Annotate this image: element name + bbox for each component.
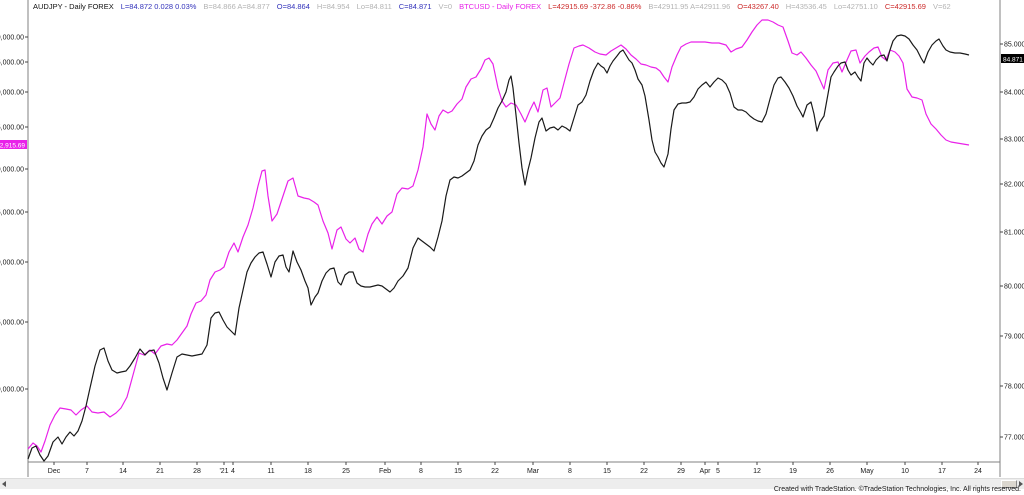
header-segment-11: O=43267.40 (737, 2, 779, 11)
scroll-right-icon[interactable] (1019, 481, 1023, 487)
header-segment-5: Lo=84.811 (356, 2, 392, 11)
header-segment-1: L=84.872 0.028 0.03% (120, 2, 197, 11)
x-axis-tick-label: 11 (267, 468, 274, 475)
x-axis-tick-label: Dec (48, 468, 61, 475)
audjpy-price-badge-label: 84.871 (1003, 57, 1023, 64)
btcusd-price-badge-label: 42,915.69 (0, 143, 25, 150)
header-segment-6: C=84.871 (398, 2, 432, 11)
right-axis-tick-label: 81.000 (1004, 230, 1024, 237)
header-segment-7: V=0 (438, 2, 453, 11)
header-segment-3: O=84.864 (276, 2, 310, 11)
x-axis-tick-label: 8 (568, 468, 572, 475)
x-axis-tick-label: 15 (454, 468, 462, 475)
x-axis-tick-label: Mar (527, 468, 540, 475)
right-axis-tick-label: 77.000 (1004, 435, 1024, 442)
symbol-header: AUDJPY - Daily FOREX L=84.872 0.028 0.03%… (33, 1, 1024, 12)
x-axis-tick-label: 28 (193, 468, 201, 475)
header-segment-8: BTCUSD - Daily FOREX (459, 2, 542, 11)
x-axis-tick-label: 17 (938, 468, 946, 475)
x-axis-tick-label: Apr (700, 468, 712, 475)
x-axis-tick-label: 10 (901, 468, 909, 475)
header-segment-2: B=84.866 A=84.877 (203, 2, 270, 11)
header-segment-0: AUDJPY - Daily FOREX (33, 2, 114, 11)
left-axis-tick-label: 35,000.00 (0, 210, 24, 217)
x-axis-tick-label: 14 (119, 468, 127, 475)
x-axis-tick-label: 12 (753, 468, 761, 475)
x-axis-tick-label: 21 (156, 468, 164, 475)
x-axis-tick-label: 8 (419, 468, 423, 475)
footer-credit: Created with TradeStation. ©TradeStation… (773, 486, 1021, 493)
right-axis-tick-label: 80.000 (1004, 284, 1024, 291)
x-axis-tick-label: 15 (603, 468, 611, 475)
scrollbar-thumb[interactable] (1001, 480, 1017, 488)
x-axis-tick-label: 22 (640, 468, 648, 475)
left-axis-tick-label: 30,000.00 (0, 260, 24, 267)
left-axis-tick-label: 45,000.00 (0, 125, 24, 132)
left-axis-tick-label: 40,000.00 (0, 167, 24, 174)
scroll-left-icon[interactable] (2, 481, 6, 487)
left-axis-tick-label: 25,000.00 (0, 320, 24, 327)
header-segment-13: Lo=42751.10 (833, 2, 878, 11)
x-axis-tick-label: 5 (716, 468, 720, 475)
x-axis-tick-label: 7 (85, 468, 89, 475)
x-axis-tick-label: 25 (342, 468, 350, 475)
x-axis-tick-label: 19 (789, 468, 797, 475)
x-axis-tick-label: 29 (677, 468, 685, 475)
header-segment-15: V=62 (932, 2, 951, 11)
horizontal-scrollbar[interactable] (0, 478, 1024, 489)
audjpy-line (27, 34, 970, 462)
x-axis-tick-label: 4 (231, 468, 235, 475)
header-segment-14: C=42915.69 (884, 2, 926, 11)
right-axis-tick-label: 79.000 (1004, 334, 1024, 341)
right-axis-tick-label: 82.000 (1004, 182, 1024, 189)
x-axis-tick-label: 18 (304, 468, 312, 475)
left-axis-tick-label: 55,000.00 (0, 60, 24, 67)
right-axis-tick-label: 83.000 (1004, 137, 1024, 144)
left-axis-tick-label: 20,000.00 (0, 387, 24, 394)
right-axis-tick-label: 78.000 (1004, 384, 1024, 391)
btcusd-line (27, 19, 970, 453)
right-axis-tick-label: 85.000 (1004, 42, 1024, 49)
header-segment-9: L=42915.69 -372.86 -0.86% (548, 2, 642, 11)
x-axis-tick-label: 22 (491, 468, 499, 475)
right-axis-tick-label: 84.000 (1004, 90, 1024, 97)
x-axis-tick-label: May (860, 468, 874, 475)
x-axis-tick-label: 24 (974, 468, 982, 475)
x-axis-tick-label: 26 (826, 468, 834, 475)
left-axis-tick-label: 50,000.00 (0, 90, 24, 97)
header-segment-4: H=84.954 (316, 2, 350, 11)
btcusd-price-badge (0, 140, 27, 149)
x-axis-tick-label: Feb (379, 468, 391, 475)
audjpy-price-badge (1001, 54, 1024, 63)
header-segment-10: B=42911.95 A=42911.96 (648, 2, 731, 11)
left-axis-tick-label: 60,000.00 (0, 35, 24, 42)
header-segment-12: H=43536.45 (785, 2, 827, 11)
x-axis-tick-label: '21 (219, 468, 228, 475)
